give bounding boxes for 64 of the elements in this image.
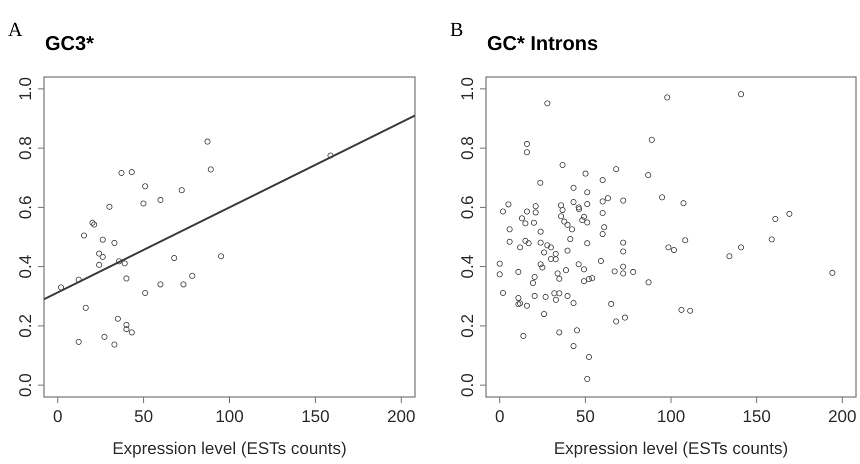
y-tick-label: 0.8 [458,136,477,160]
point [76,338,82,345]
point [91,222,98,228]
x-tick-label: 150 [742,407,771,426]
y-tick-label: 0.6 [458,196,477,220]
point [140,200,146,207]
x-tick-label: 50 [134,407,154,426]
point [111,342,118,348]
y-tick-label: 0.2 [458,314,477,338]
point [123,275,130,282]
point [111,240,118,246]
point [327,152,334,159]
point [171,254,178,262]
point [178,187,185,194]
point [80,232,88,239]
y-tick-label: 1.0 [16,77,35,101]
point [123,326,130,332]
point [114,316,121,322]
point [208,166,214,172]
point [58,284,64,290]
x-axis-title: Expression level (ESTs counts) [112,439,347,458]
y-tick-label: 0.0 [16,373,35,397]
point [116,258,122,264]
text: B [450,19,464,41]
point [180,281,187,288]
chart-title: GC3* [45,33,94,55]
point [128,329,135,336]
point [142,183,148,190]
x-tick-label: 0 [53,407,62,426]
x-tick-label: 150 [301,407,330,426]
point [100,254,106,260]
x-tick-label: 50 [576,407,595,426]
y-tick-label: 0.4 [16,254,35,278]
point [157,281,164,288]
point [123,322,130,328]
y-tick-label: 0.0 [458,373,477,397]
point [96,262,102,268]
x-tick-label: 0 [494,407,504,426]
y-tick-label: 0.2 [16,314,35,338]
point [89,220,96,226]
point [189,272,196,279]
point [218,253,224,260]
x-tick-label: 100 [656,407,686,426]
chart-title: GC* Introns [487,33,598,55]
point [122,260,128,266]
text: A [8,19,23,41]
point [157,196,164,204]
point [106,204,112,210]
x-axis-title: Expression level (ESTs counts) [554,439,788,458]
x-tick-label: 100 [215,407,244,426]
x-tick-label: 200 [387,407,416,426]
point [101,334,108,340]
y-tick-label: 1.0 [458,77,477,101]
x-tick-label: 200 [828,407,856,426]
point [128,169,135,176]
point [100,236,106,243]
point [96,250,102,257]
point [82,304,89,311]
point [118,170,125,176]
y-tick-label: 0.4 [458,254,477,278]
point [142,290,148,296]
y-tick-label: 0.8 [16,136,35,160]
point [204,138,211,145]
y-tick-label: 0.6 [16,196,35,220]
